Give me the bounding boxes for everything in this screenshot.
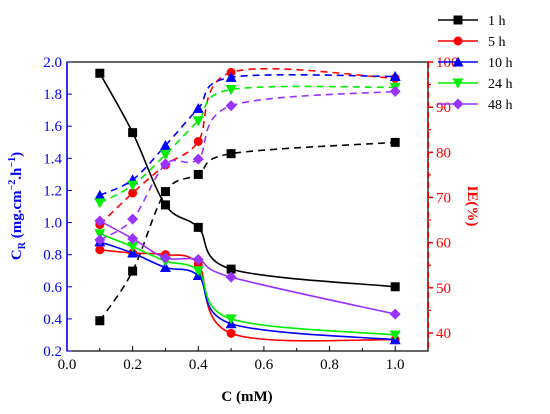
series-layer	[94, 67, 401, 345]
legend-label-24h: 24 h	[488, 77, 513, 92]
y-right-tick-label-0: 40	[436, 326, 451, 342]
series-1h-cr-point-4	[226, 264, 236, 274]
legend-marker-10h	[452, 56, 464, 67]
x-axis-title: C (mM)	[221, 389, 272, 405]
series-10h-ie-point-2	[159, 140, 171, 151]
series-24h-cr-point-5	[389, 330, 401, 341]
y-right-tick-label-3: 70	[436, 190, 451, 206]
series-48h-ie-point-1	[127, 213, 139, 225]
series-24h-ie-point-0	[94, 198, 106, 209]
series-10h-cr-point-1	[127, 247, 139, 258]
series-24h-cr-line	[99, 233, 396, 336]
series-1h-cr-point-3	[193, 222, 203, 232]
series-1h-ie-point-3	[193, 169, 203, 179]
y-axis-left: 0.2 0.4 0.6 0.8 1.0 1.2 1.4 1.6 1.8 2.0	[43, 55, 72, 360]
series-48h-cr-point-2	[159, 252, 171, 264]
series-48h-cr-point-0	[94, 215, 106, 227]
y-left-tick-label-5: 1.2	[43, 183, 62, 199]
series-24h-ie-point-4	[225, 85, 237, 96]
series-24h	[94, 82, 401, 341]
x-axis: 0.0 0.2 0.4 0.6 0.8 1.0	[58, 346, 429, 373]
y-axis-right-title: IE(%)	[464, 186, 480, 227]
legend-label-5h: 5 h	[488, 35, 506, 50]
x-tick-label-5: 1.0	[386, 357, 405, 373]
x-tick-label-2: 0.4	[189, 357, 208, 373]
series-1h-cr-line	[99, 72, 396, 288]
series-48h-cr-point-1	[127, 233, 139, 245]
y-left-tick-label-8: 1.8	[43, 87, 62, 103]
series-10h-cr-point-2	[159, 262, 171, 273]
series-24h-ie-line	[99, 85, 396, 204]
series-10h-ie-point-3	[192, 103, 204, 114]
series-48h-cr-point-4	[225, 271, 237, 283]
x-tick-label-3: 0.6	[255, 357, 274, 373]
series-1h-cr-point-0	[95, 68, 105, 78]
legend-marker-5h	[453, 36, 463, 46]
y-left-tick-label-2: 0.6	[43, 280, 62, 296]
series-1h-ie-point-2	[160, 187, 170, 197]
x-tick-label-0: 0.0	[58, 357, 77, 373]
y-axis-right: 40 50 60 70 80 90 100	[427, 55, 459, 351]
series-48h-ie-point-5	[389, 85, 401, 97]
y-left-tick-label-1: 0.4	[43, 312, 62, 328]
series-10h-cr-line	[99, 241, 396, 341]
series-48h-ie-point-2	[159, 158, 171, 170]
series-10h-ie-point-0	[94, 189, 106, 200]
series-48h-cr-line	[99, 220, 396, 315]
series-48h-ie-point-0	[94, 234, 106, 246]
series-5h-cr-point-4	[226, 328, 236, 338]
series-1h-ie-point-4	[226, 149, 236, 159]
series-1h-ie-point-5	[390, 137, 400, 147]
series-48h-cr-point-5	[389, 308, 401, 320]
legend: 1 h 5 h 10 h 24 h 48 h	[438, 14, 513, 113]
y-right-tick-label-1: 50	[436, 281, 451, 297]
series-24h-cr-point-1	[127, 242, 139, 253]
series-48h-ie-point-4	[225, 100, 237, 112]
series-5h-cr-point-0	[95, 245, 105, 255]
legend-label-1h: 1 h	[488, 14, 506, 29]
series-48h-ie-line	[99, 90, 396, 241]
series-24h-ie-point-2	[159, 150, 171, 161]
series-48h	[94, 85, 401, 320]
series-24h-cr-point-0	[94, 229, 106, 240]
x-tick-label-4: 0.8	[320, 357, 339, 373]
legend-label-48h: 48 h	[488, 98, 513, 113]
y-axis-left-title: CR (mg.cm−2.h−1)	[7, 152, 28, 260]
series-1h-cr-point-2	[160, 200, 170, 210]
y-left-tick-label-4: 1.0	[43, 216, 62, 232]
y-left-tick-label-7: 1.6	[43, 119, 62, 135]
y-right-tick-label-2: 60	[436, 236, 451, 252]
series-24h-cr-point-3	[192, 266, 204, 277]
x-tick-label-1: 0.2	[123, 357, 142, 373]
series-1h-cr-point-5	[390, 282, 400, 292]
series-1h-ie-point-1	[128, 266, 138, 276]
series-1h	[95, 68, 400, 326]
series-24h-ie-point-3	[192, 116, 204, 127]
series-5h-ie-point-3	[193, 136, 203, 146]
y-left-tick-label-6: 1.4	[43, 151, 62, 167]
series-10h-ie-point-5	[389, 70, 401, 81]
series-5h-ie-point-1	[128, 188, 138, 198]
y-left-tick-label-3: 0.8	[43, 248, 62, 264]
legend-marker-1h	[453, 15, 463, 25]
y-left-tick-label-0: 0.2	[43, 344, 62, 360]
plot-frame	[66, 61, 429, 352]
y-right-tick-label-6: 100	[436, 55, 459, 71]
series-1h-ie-line	[99, 141, 396, 322]
plot-area-border	[66, 61, 429, 352]
series-48h-ie-point-3	[192, 153, 204, 165]
series-24h-ie-point-1	[127, 180, 139, 191]
series-48h-cr-point-3	[192, 253, 204, 265]
y-right-tick-label-4: 80	[436, 145, 451, 161]
series-1h-cr-point-1	[128, 128, 138, 138]
y-left-tick-label-9: 2.0	[43, 55, 62, 71]
legend-marker-48h	[452, 98, 464, 110]
series-24h-cr-point-4	[225, 314, 237, 325]
y-right-tick-label-5: 90	[436, 100, 451, 116]
series-10h-ie-point-4	[225, 71, 237, 82]
series-1h-ie-point-0	[95, 316, 105, 326]
legend-marker-24h	[452, 78, 464, 89]
legend-label-10h: 10 h	[488, 56, 513, 71]
